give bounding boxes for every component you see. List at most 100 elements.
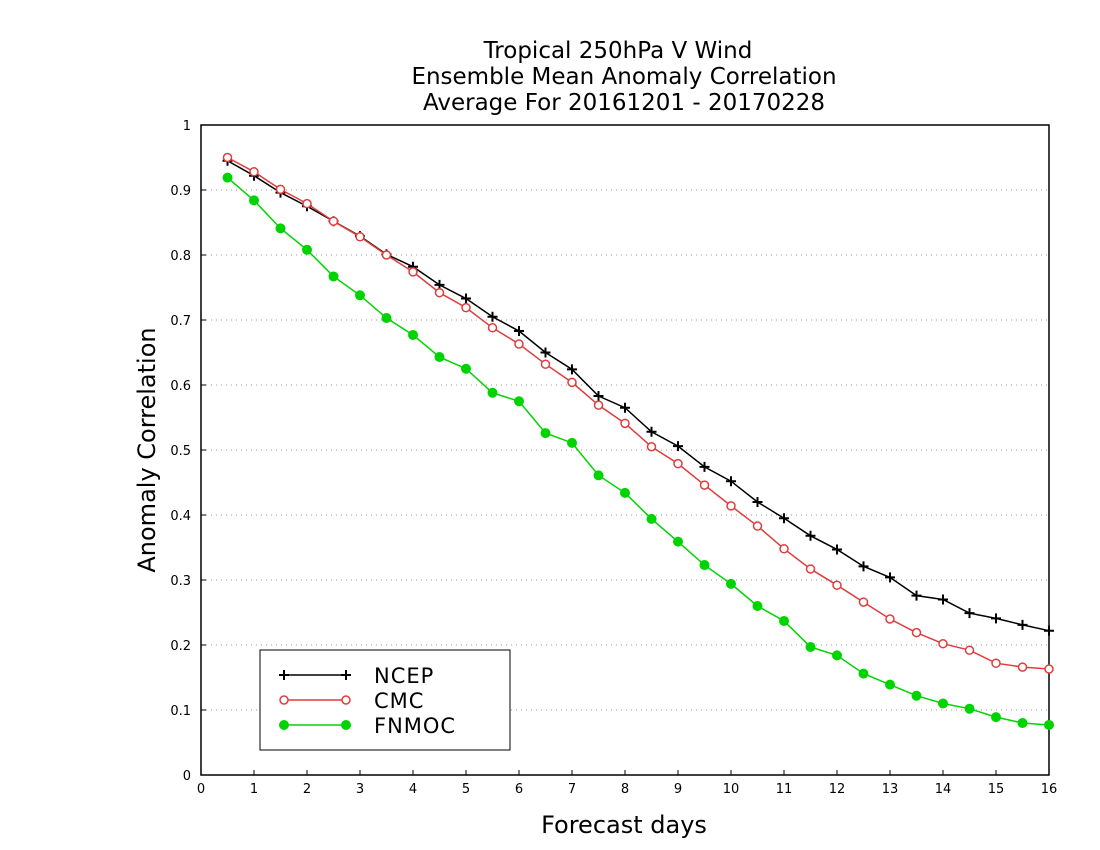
x-tick-label-4: 4 [409,782,417,797]
point-ncep-26 [911,590,922,601]
point-fnmoc-14 [593,470,604,481]
point-cmc-14 [593,400,604,410]
x-tick-label-8: 8 [621,782,629,797]
legend-label-cmc: CMC [374,689,424,713]
point-cmc-18 [699,480,710,490]
x-tick-label-13: 13 [882,782,899,797]
point-ncep-12 [540,347,551,358]
x-axis-ticks: 0 1 2 3 4 5 6 7 8 9 10 11 12 13 14 15 16 [197,770,1057,797]
point-fnmoc-7 [408,329,418,340]
point-cmc-9 [461,302,471,313]
series-cmc [222,152,1054,674]
series-line-fnmoc [227,177,1050,726]
point-cmc-11 [514,339,524,349]
x-tick-label-14: 14 [935,782,952,797]
point-ncep-28 [964,608,975,619]
point-ncep-15 [620,402,630,413]
point-cmc-26 [911,627,922,638]
x-tick-label-9: 9 [674,782,682,797]
point-fnmoc-9 [461,363,471,374]
point-cmc-7 [408,267,418,277]
point-cmc-17 [673,458,683,469]
point-fnmoc-18 [699,560,710,571]
legend-marker-start-cmc [279,695,289,705]
point-cmc-16 [646,442,657,452]
chart-title-line-2: Ensemble Mean Anomaly Correlation [411,64,836,90]
point-cmc-25 [885,614,895,624]
y-tick-label-0: 0 [183,769,191,784]
y-tick-label-6: 0.6 [170,379,191,394]
gridlines [201,189,1049,711]
series-fnmoc [222,172,1054,730]
series-layer [222,152,1054,730]
point-cmc-3 [302,198,312,209]
x-tick-label-15: 15 [988,782,1005,797]
point-fnmoc-24 [858,668,869,679]
x-tick-label-0: 0 [197,782,205,797]
x-tick-label-10: 10 [723,782,740,797]
point-cmc-24 [858,597,869,607]
point-cmc-1 [249,167,259,177]
point-cmc-28 [964,645,975,655]
point-ncep-14 [593,391,604,402]
point-cmc-20 [752,521,763,531]
point-fnmoc-6 [381,313,392,324]
series-ncep [222,155,1054,636]
point-fnmoc-4 [328,271,339,282]
point-cmc-10 [487,323,498,333]
point-ncep-30 [1017,619,1028,630]
x-tick-label-3: 3 [356,782,364,797]
series-line-cmc [227,156,1050,670]
point-fnmoc-19 [726,578,736,589]
point-fnmoc-27 [938,698,948,709]
legend-label-ncep: NCEP [374,664,434,688]
point-cmc-2 [275,184,286,195]
point-fnmoc-29 [991,712,1001,723]
y-axis-title: Anomaly Correlation [133,327,161,572]
x-tick-label-12: 12 [829,782,846,797]
point-fnmoc-0 [222,172,233,183]
y-axis-ticks: 0 0.1 0.2 0.3 0.4 0.5 0.6 0.7 0.8 0.9 1 [170,119,206,784]
y-tick-label-8: 0.8 [170,249,191,264]
point-fnmoc-26 [911,690,922,701]
legend-marker-start-fnmoc [279,720,289,730]
x-tick-label-5: 5 [462,782,470,797]
x-tick-label-6: 6 [515,782,523,797]
point-fnmoc-28 [964,703,975,714]
point-ncep-19 [726,476,736,487]
y-tick-label-4: 0.4 [170,509,191,524]
point-fnmoc-17 [673,536,683,547]
point-cmc-31 [1044,664,1054,674]
point-fnmoc-22 [805,641,816,652]
point-cmc-30 [1017,662,1028,672]
x-tick-label-16: 16 [1041,782,1058,797]
legend-marker-end-fnmoc [341,720,351,730]
legend-marker-end-cmc [341,695,351,705]
point-cmc-5 [355,232,365,242]
legend-marker-start-ncep [279,670,289,680]
y-tick-label-5: 0.5 [170,444,191,459]
point-ncep-24 [858,561,869,572]
x-tick-label-1: 1 [250,782,258,797]
point-fnmoc-5 [355,290,365,301]
point-fnmoc-23 [832,650,842,661]
chart-title-line-3: Average For 20161201 - 20170228 [423,90,825,116]
x-tick-label-11: 11 [776,782,793,797]
y-tick-label-3: 0.3 [170,574,191,589]
point-fnmoc-21 [779,615,789,626]
y-tick-label-1: 0.1 [170,704,191,719]
point-cmc-29 [991,658,1001,668]
point-ncep-10 [487,311,498,322]
point-cmc-8 [434,287,445,298]
y-tick-label-2: 0.2 [170,639,191,654]
point-ncep-29 [991,613,1001,624]
point-ncep-31 [1044,625,1054,636]
y-tick-label-9: 0.9 [170,184,191,199]
point-fnmoc-16 [646,513,657,524]
y-tick-label-10: 1 [183,119,191,134]
point-ncep-11 [514,326,524,337]
point-cmc-27 [938,638,948,649]
point-cmc-21 [779,544,789,554]
